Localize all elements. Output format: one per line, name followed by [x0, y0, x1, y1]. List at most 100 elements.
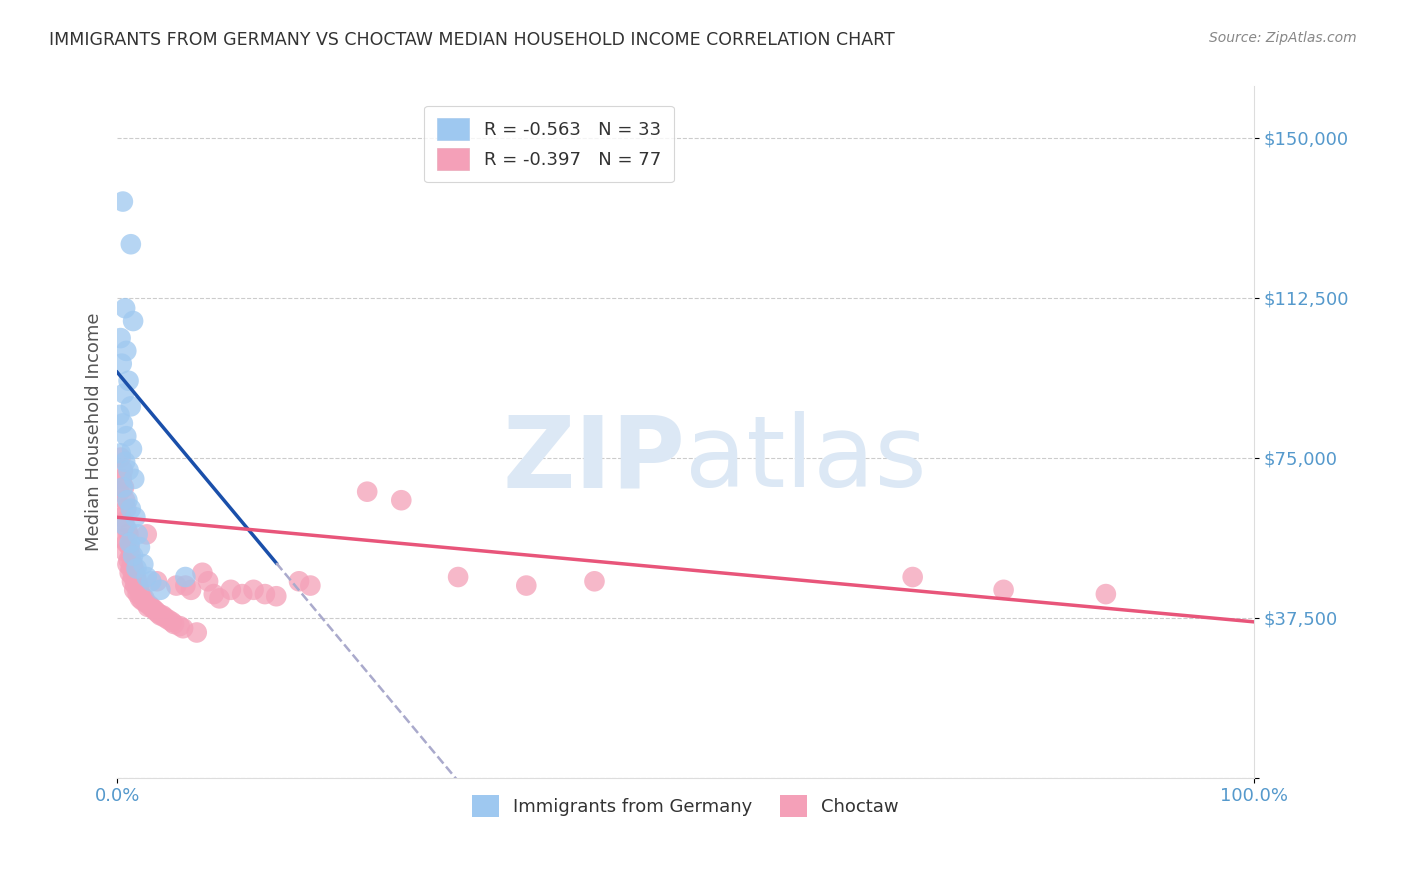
Point: [114, 493, 136, 508]
Text: ZIP: ZIP: [502, 411, 685, 508]
Point: [127, 587, 149, 601]
Point: [135, 596, 157, 610]
Point: [118, 566, 141, 580]
Point: [146, 607, 169, 621]
Point: [174, 570, 197, 584]
Point: [111, 417, 134, 431]
Point: [163, 617, 186, 632]
Point: [117, 463, 139, 477]
Point: [112, 515, 135, 529]
Y-axis label: Median Household Income: Median Household Income: [86, 313, 103, 551]
Point: [138, 598, 160, 612]
Point: [242, 582, 264, 597]
Point: [993, 582, 1015, 597]
Point: [127, 527, 149, 541]
Point: [114, 455, 136, 469]
Point: [266, 589, 288, 603]
Point: [122, 564, 145, 578]
Point: [120, 549, 142, 563]
Point: [131, 593, 153, 607]
Point: [117, 558, 139, 572]
Point: [447, 570, 470, 584]
Point: [120, 561, 142, 575]
Point: [110, 446, 132, 460]
Point: [121, 442, 143, 456]
Point: [515, 578, 537, 592]
Point: [172, 621, 194, 635]
Point: [108, 408, 131, 422]
Point: [111, 194, 134, 209]
Point: [122, 582, 145, 597]
Point: [356, 484, 378, 499]
Point: [111, 510, 134, 524]
Point: [110, 331, 132, 345]
Point: [112, 386, 135, 401]
Point: [115, 536, 138, 550]
Point: [117, 493, 139, 508]
Point: [299, 578, 322, 592]
Point: [134, 591, 156, 606]
Point: [129, 591, 152, 606]
Point: [583, 574, 606, 589]
Point: [115, 343, 138, 358]
Text: atlas: atlas: [685, 411, 927, 508]
Point: [122, 570, 145, 584]
Point: [208, 591, 231, 606]
Point: [111, 480, 134, 494]
Point: [129, 540, 152, 554]
Point: [117, 374, 139, 388]
Point: [169, 619, 191, 633]
Legend: Immigrants from Germany, Choctaw: Immigrants from Germany, Choctaw: [464, 788, 905, 824]
Point: [121, 574, 143, 589]
Point: [111, 463, 134, 477]
Point: [197, 574, 219, 589]
Point: [125, 572, 148, 586]
Point: [118, 540, 141, 554]
Point: [142, 602, 165, 616]
Point: [111, 532, 134, 546]
Point: [117, 523, 139, 537]
Point: [145, 604, 167, 618]
Point: [114, 544, 136, 558]
Point: [122, 549, 145, 563]
Point: [108, 484, 131, 499]
Point: [174, 578, 197, 592]
Point: [124, 578, 146, 592]
Point: [122, 472, 145, 486]
Point: [124, 510, 146, 524]
Point: [128, 581, 150, 595]
Point: [122, 314, 145, 328]
Point: [149, 608, 172, 623]
Point: [146, 574, 169, 589]
Point: [117, 527, 139, 541]
Point: [121, 555, 143, 569]
Point: [111, 357, 134, 371]
Point: [141, 574, 163, 589]
Point: [114, 301, 136, 316]
Point: [202, 587, 225, 601]
Point: [124, 567, 146, 582]
Point: [288, 574, 311, 589]
Point: [112, 480, 135, 494]
Point: [253, 587, 276, 601]
Point: [141, 599, 163, 614]
Point: [135, 570, 157, 584]
Point: [131, 589, 153, 603]
Point: [132, 558, 155, 572]
Point: [136, 599, 159, 614]
Text: Source: ZipAtlas.com: Source: ZipAtlas.com: [1209, 31, 1357, 45]
Point: [114, 518, 136, 533]
Point: [1095, 587, 1118, 601]
Point: [389, 493, 412, 508]
Point: [157, 613, 180, 627]
Point: [127, 576, 149, 591]
Point: [129, 585, 152, 599]
Point: [117, 553, 139, 567]
Point: [110, 450, 132, 465]
Point: [120, 400, 142, 414]
Point: [180, 582, 202, 597]
Point: [118, 536, 141, 550]
Text: IMMIGRANTS FROM GERMANY VS CHOCTAW MEDIAN HOUSEHOLD INCOME CORRELATION CHART: IMMIGRANTS FROM GERMANY VS CHOCTAW MEDIA…: [49, 31, 896, 49]
Point: [231, 587, 253, 601]
Point: [125, 561, 148, 575]
